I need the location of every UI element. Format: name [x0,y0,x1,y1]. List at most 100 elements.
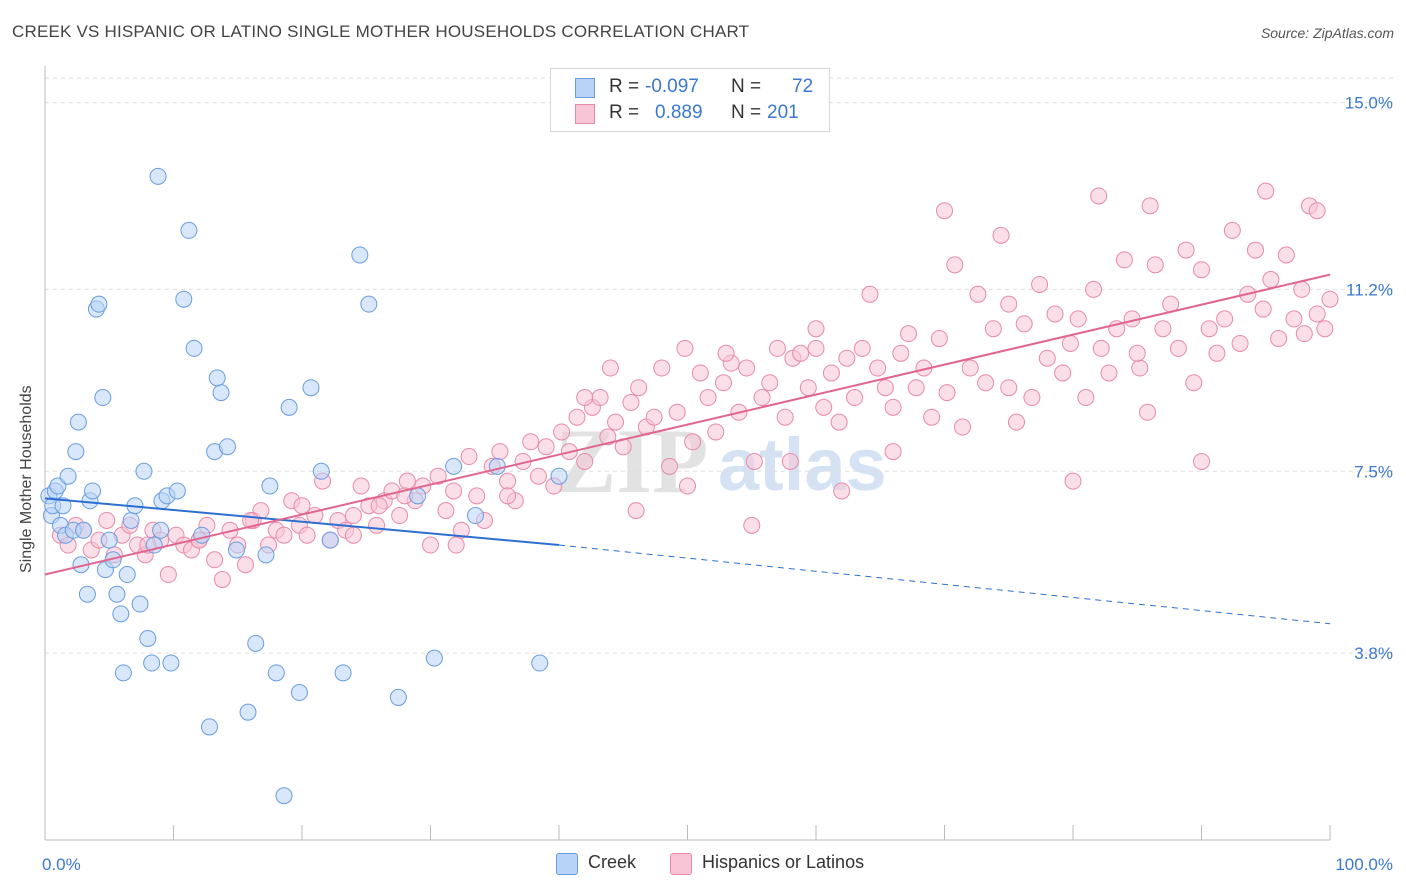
latino-point [1262,271,1280,289]
latino-point [344,507,362,525]
latino-point [1000,379,1018,397]
latino-point [1090,187,1108,205]
chart-title: CREEK VS HISPANIC OR LATINO SINGLE MOTHE… [12,22,750,41]
latino-point [907,379,925,397]
latino-point [1007,413,1025,431]
latino-point [743,516,761,534]
creek-point [267,664,285,682]
latino-point [491,443,509,461]
latino-point [213,570,231,588]
creek-point [118,566,136,584]
latino-trendline [44,273,1331,576]
latino-point [522,433,540,451]
creek-point [69,413,87,431]
latino-point [1231,334,1249,352]
latino-point [1295,325,1313,343]
latino-point [923,408,941,426]
latino-point [1254,300,1272,318]
latino-point [936,202,953,220]
latino-point [930,330,948,348]
latino-point [838,349,856,367]
latino-point [537,438,555,456]
latino-point [869,359,887,377]
creek-point [334,664,352,682]
latino-point [1270,330,1288,348]
x-tick-label: 100.0% [1335,855,1393,874]
creek-point [54,497,72,515]
latino-point [676,339,694,357]
creek-point [122,511,140,529]
latino-point [1308,202,1326,220]
latino-point [1038,349,1056,367]
r-label: R = [609,102,640,123]
creek-points [40,167,568,805]
creek-point [67,443,85,461]
creek-point [200,718,218,736]
latino-point [1139,403,1157,421]
creek-point [49,477,67,495]
creek-point [108,585,126,603]
latino-point [499,472,517,490]
creek-point [321,531,339,549]
latino-point [529,467,547,485]
creek-point [149,167,167,185]
latino-point [601,359,619,377]
latino-point [1128,344,1146,362]
y-tick-labels: 3.8% 7.5% 11.2% 15.0% [1345,94,1393,664]
latino-point [576,452,594,470]
source-credit: Source: ZipAtlas.com [1260,25,1394,41]
creek-point [351,246,369,264]
latino-point [599,428,617,446]
x-tick-labels: 0.0% 100.0% [42,855,1393,874]
creek-swatch [575,78,595,98]
latino-point [437,502,455,520]
creek-point [139,629,157,647]
latino-point [352,477,370,495]
creek-point [227,541,245,559]
latino-point [833,482,851,500]
latino-point [830,413,848,431]
watermark-atlas: atlas [718,423,887,506]
creek-point [257,546,275,564]
creek-point [100,531,118,549]
creek-trendline-solid [44,497,560,547]
latino-point [298,526,316,544]
y-tick-label: 3.8% [1354,644,1393,663]
creek-point [312,462,330,480]
latino-point [707,423,725,441]
latino-point [293,497,311,515]
creek-point [114,664,132,682]
latino-point [846,389,864,407]
latino-point [1100,364,1118,382]
latino-point [1061,334,1079,352]
creek-point [247,634,265,652]
latino-point [1200,320,1218,338]
creek-point [445,457,463,475]
latino-point [645,408,663,426]
latino-point [969,285,987,303]
latino-point [391,507,409,525]
latino-point [738,359,756,377]
latino-point [1023,389,1041,407]
latino-point [653,359,671,377]
latino-point [275,526,293,544]
latino-point [961,359,979,377]
latino-point [1321,290,1339,308]
latino-point [1054,364,1072,382]
creek-point [360,295,378,313]
latino-point [370,497,388,515]
creek-point [261,477,279,495]
creek-point [193,526,211,544]
latino-point [1131,359,1149,377]
r-value: -0.097 [645,76,699,97]
latino-legend-swatch [670,853,692,875]
latino-point [792,344,810,362]
axes [44,66,1331,841]
latino-point [984,320,1002,338]
latino-point [1015,315,1033,333]
latino-point [591,389,609,407]
latino-point [753,389,771,407]
latino-point [1064,472,1082,490]
latino-point [98,511,116,529]
